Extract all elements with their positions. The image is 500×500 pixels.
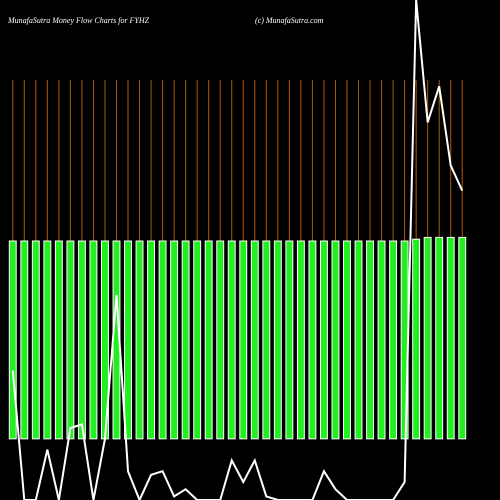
bar — [54, 240, 63, 440]
bar — [239, 240, 248, 440]
bar — [181, 240, 190, 440]
bar — [319, 240, 328, 440]
bar — [354, 240, 363, 440]
bar — [262, 240, 271, 440]
bar — [124, 240, 132, 440]
bar — [158, 240, 167, 440]
bar — [227, 240, 236, 440]
bar — [273, 240, 282, 440]
bar — [135, 240, 144, 440]
bar — [377, 240, 386, 440]
bar — [296, 240, 305, 440]
bar — [458, 236, 467, 440]
bar — [435, 236, 444, 440]
bar — [43, 240, 52, 440]
bar — [250, 240, 259, 440]
bar — [412, 238, 421, 440]
bar — [285, 240, 294, 440]
bar — [20, 240, 29, 440]
bar — [331, 240, 340, 440]
bar — [216, 240, 225, 440]
bar — [389, 240, 398, 440]
bar — [66, 240, 75, 440]
bar — [170, 240, 179, 440]
money-flow-line — [11, 0, 464, 500]
bar — [31, 240, 40, 440]
bar — [193, 240, 202, 440]
bar — [446, 236, 455, 440]
chart-subtitle: (c) MunafaSutra.com — [255, 16, 324, 25]
chart-title: MunafaSutra Money Flow Charts for FYHZ — [7, 16, 150, 25]
bar — [8, 240, 17, 440]
bar — [366, 240, 374, 440]
bar — [308, 240, 317, 440]
bar — [89, 240, 98, 440]
bar — [343, 240, 351, 440]
bar — [204, 240, 213, 440]
bar — [147, 240, 156, 440]
bar — [77, 240, 86, 440]
bar — [423, 236, 432, 440]
